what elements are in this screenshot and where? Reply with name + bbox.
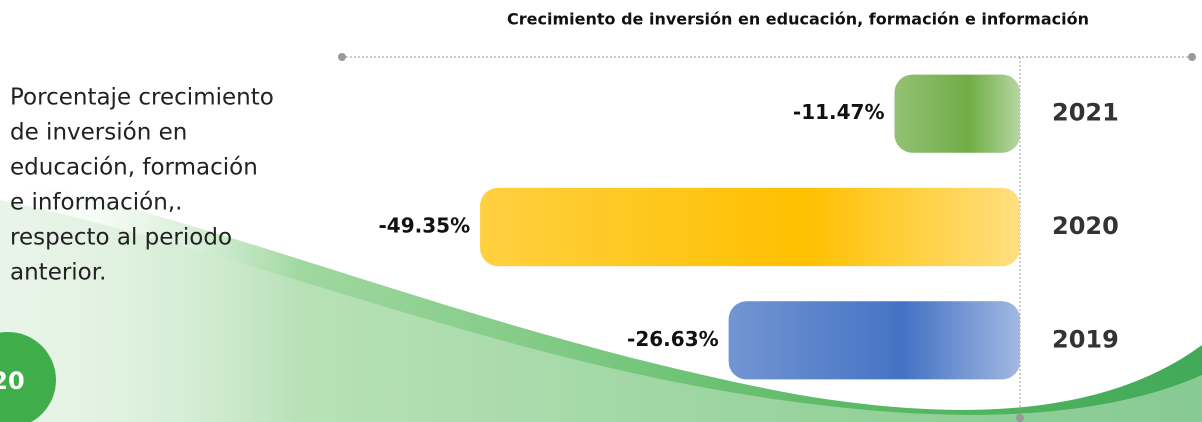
page-number: 20 [0, 367, 25, 395]
description-line: de inversión en [10, 120, 187, 146]
y-tick-label: 2020 [1052, 212, 1119, 240]
rule-dot [1188, 53, 1196, 61]
chart-title: Crecimiento de inversión en educación, f… [507, 10, 1089, 29]
value-label: -26.63% [627, 327, 719, 351]
description-line: respecto al periodo [10, 225, 232, 251]
value-label: -49.35% [379, 214, 471, 238]
value-label: -11.47% [793, 100, 885, 124]
y-tick-label: 2019 [1052, 325, 1119, 353]
bar-shine [728, 301, 1020, 380]
description-line: e información,. [10, 190, 182, 216]
page-badge [0, 332, 56, 422]
rule-dot [1016, 414, 1024, 422]
bar-shine [894, 74, 1020, 153]
bar-shine [480, 187, 1021, 267]
rule-dot [338, 53, 346, 61]
description-line: educación, formación [10, 155, 258, 181]
background-wave-light [0, 200, 1202, 422]
description-line: anterior. [10, 260, 106, 286]
description-line: Porcentaje crecimiento [10, 85, 274, 111]
y-tick-label: 2021 [1052, 99, 1119, 127]
